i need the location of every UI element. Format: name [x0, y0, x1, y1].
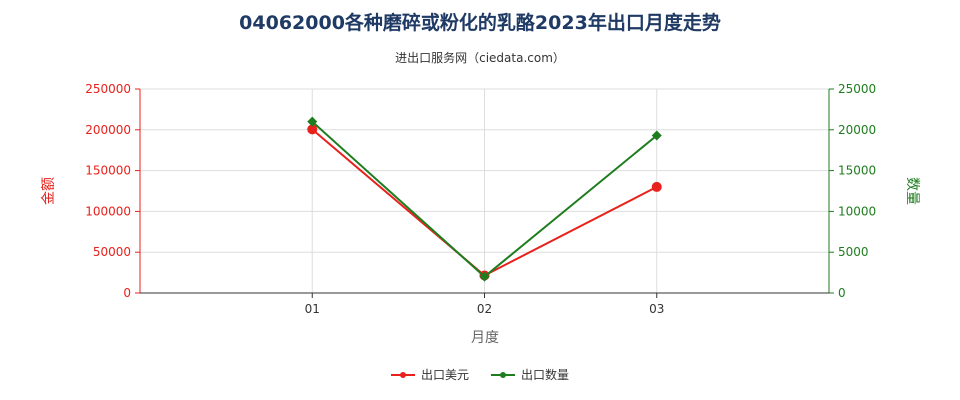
y-left-tick-label: 200000 — [85, 123, 131, 137]
y-right-tick-label: 10000 — [838, 204, 876, 218]
y-right-tick-label: 20000 — [838, 123, 876, 137]
y-axis-right-label: 数量 — [904, 177, 920, 205]
data-point-quantity — [479, 271, 490, 282]
y-left-tick-label: 150000 — [85, 164, 131, 178]
legend-swatch-usd — [390, 371, 415, 378]
x-tick-label: 02 — [477, 302, 492, 316]
legend-swatch-quantity — [491, 371, 515, 378]
x-tick-label: 03 — [649, 302, 664, 316]
legend-item-usd[interactable]: 出口美元 — [390, 366, 469, 383]
legend-item-quantity[interactable]: 出口数量 — [491, 366, 569, 383]
grid-lines — [140, 88, 830, 293]
y-axis-left-label: 金额 — [41, 177, 57, 205]
y-right-tick-label: 25000 — [838, 82, 876, 96]
y-left-tick-label: 0 — [123, 286, 131, 300]
legend: 出口美元 出口数量 — [0, 366, 960, 383]
y-left-tick-label: 50000 — [93, 245, 131, 259]
chart-subtitle: 进出口服务网（ciedata.com） — [395, 51, 565, 65]
data-point-quantity — [651, 130, 662, 141]
x-axis-label: 月度 — [471, 330, 499, 346]
data-point-usd — [307, 124, 318, 135]
y-right-tick-label: 15000 — [838, 164, 876, 178]
data-point-quantity — [307, 116, 318, 127]
x-tick-label: 01 — [305, 302, 320, 316]
chart-title: 04062000各种磨碎或粉化的乳酪2023年出口月度走势 — [239, 12, 721, 34]
y-left-tick-label: 100000 — [85, 204, 131, 218]
axes — [135, 88, 834, 298]
legend-label-quantity: 出口数量 — [521, 368, 570, 382]
series-layer — [307, 116, 662, 282]
data-point-usd — [651, 181, 662, 192]
y-right-tick-label: 0 — [838, 286, 846, 300]
y-left-tick-label: 250000 — [85, 82, 131, 96]
legend-label-usd: 出口美元 — [420, 368, 469, 382]
y-right-tick-label: 5000 — [838, 245, 869, 259]
